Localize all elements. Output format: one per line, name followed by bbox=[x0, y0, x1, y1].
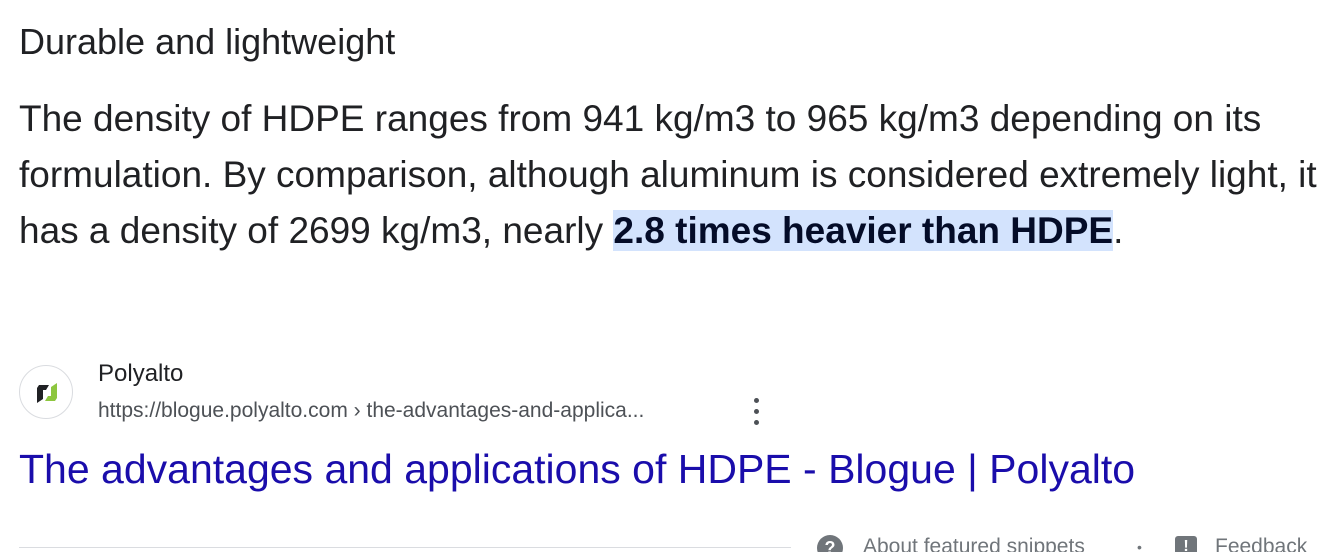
feedback-label: Feedback bbox=[1215, 535, 1308, 552]
snippet-text-part: The density of HDPE ranges from 941 kg/m… bbox=[19, 98, 1317, 251]
site-name[interactable]: Polyalto bbox=[98, 360, 184, 387]
about-label: About featured snippets bbox=[863, 535, 1085, 552]
divider bbox=[19, 547, 791, 548]
question-circle-icon: ? bbox=[817, 535, 843, 552]
snippet-text-end: . bbox=[1113, 210, 1124, 251]
result-title-link[interactable]: The advantages and applications of HDPE … bbox=[19, 446, 1136, 492]
snippet-highlight: 2.8 times heavier than HDPE bbox=[613, 210, 1114, 251]
snippet-text: The density of HDPE ranges from 941 kg/m… bbox=[19, 91, 1319, 259]
site-favicon[interactable] bbox=[19, 365, 73, 419]
snippet-heading: Durable and lightweight bbox=[19, 21, 396, 62]
source-attribution[interactable]: Polyalto https://blogue.polyalto.com › t… bbox=[19, 356, 819, 426]
site-url[interactable]: https://blogue.polyalto.com › the-advant… bbox=[98, 399, 645, 422]
feedback-icon: ! bbox=[1175, 536, 1197, 552]
more-vert-icon[interactable] bbox=[747, 396, 767, 428]
footer-separator: • bbox=[1137, 539, 1142, 552]
polyalto-logo-icon bbox=[37, 383, 57, 403]
